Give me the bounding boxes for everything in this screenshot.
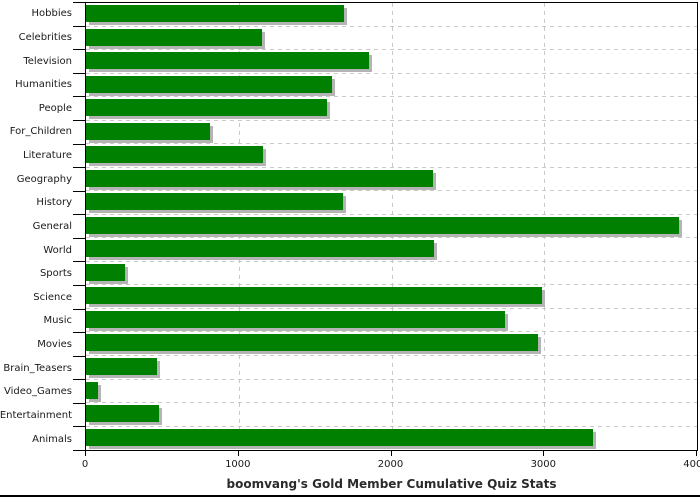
bar-rows [86,3,697,450]
x-tick-label: 0 [81,459,89,470]
category-label: Sports [39,268,72,280]
category-label: Brain_Teasers [3,362,72,374]
bar-science [86,287,542,305]
bar-movies [86,334,539,352]
y-tick-mark [73,237,85,239]
category-label: Music [43,315,72,327]
category-label: Entertainment [0,409,72,421]
y-tick-mark [73,450,85,451]
bar-hobbies [86,5,345,22]
x-tick-mark [696,451,697,456]
chart-row [86,403,697,427]
chart-row [86,97,697,121]
bar-celebrities [86,28,262,46]
y-tick-mark [73,190,85,192]
chart-row [86,3,697,27]
chart-row [86,356,697,380]
category-label: Television [23,55,72,67]
chart-row [86,121,697,145]
bar-literature [86,146,264,164]
y-tick-mark [73,214,85,216]
chart-row [86,262,697,286]
bar-general [86,216,679,234]
y-tick-mark [73,308,85,310]
chart-row [86,332,697,356]
y-tick-mark [73,2,85,3]
category-label: World [43,244,72,256]
chart-row [86,309,697,333]
y-tick-mark [73,49,85,51]
bar-for_children [86,122,210,140]
x-tick-mark [85,451,86,456]
bar-people [86,99,328,117]
x-tick-label: 2000 [377,459,404,470]
chart-row [86,27,697,51]
category-label: Hobbies [31,8,72,20]
bar-history [86,193,344,211]
bar-television [86,52,369,70]
x-tick-label: 1000 [225,459,251,470]
chart-row [86,144,697,168]
y-tick-mark [73,167,85,169]
bar-video_games [86,381,99,399]
category-label: History [36,197,72,209]
bar-sports [86,263,125,281]
chart-row [86,215,697,239]
chart-row [86,168,697,192]
category-label: Animals [32,433,72,445]
category-label: Geography [16,173,72,185]
chart-row [86,191,697,215]
chart-row [86,285,697,309]
y-tick-mark [73,379,85,381]
x-tick-mark [237,451,239,456]
category-label: Celebrities [18,31,72,43]
plot-area [85,2,698,451]
y-tick-mark [73,119,85,121]
bar-entertainment [86,405,159,423]
category-label: For_Children [9,126,72,138]
bar-music [86,310,505,328]
category-label: Literature [23,150,72,162]
x-tick-label: 4000 [683,459,700,470]
y-tick-mark [73,332,85,334]
y-tick-mark [73,284,85,286]
category-label: Video_Games [4,386,72,398]
y-tick-mark [73,261,85,263]
chart-row [86,380,697,404]
x-tick-mark [543,451,545,456]
chart-row [86,50,697,74]
y-tick-mark [73,96,85,98]
y-tick-mark [73,402,85,404]
bottom-border-line [0,495,700,497]
category-label: Humanities [15,79,72,91]
chart-row [86,74,697,98]
bar-brain_teasers [86,357,157,375]
y-axis-labels: Hobbies Celebrities Television Humanities Pe… [0,2,72,451]
chart-row [86,427,697,451]
x-tick-mark [390,451,392,456]
y-tick-mark [73,143,85,145]
y-tick-mark [73,355,85,357]
y-tick-mark [73,426,85,428]
chart-row [86,238,697,262]
bar-geography [86,169,433,187]
y-tick-mark [73,72,85,74]
bar-world [86,240,435,258]
category-label: General [32,220,72,232]
y-tick-mark [73,25,85,27]
bar-humanities [86,75,332,93]
bar-animals [86,428,594,446]
x-tick-label: 3000 [530,459,557,470]
category-label: Science [33,291,72,303]
chart-title: boomvang's Gold Member Cumulative Quiz S… [226,477,557,491]
category-label: Movies [37,339,72,351]
category-label: People [38,102,72,114]
